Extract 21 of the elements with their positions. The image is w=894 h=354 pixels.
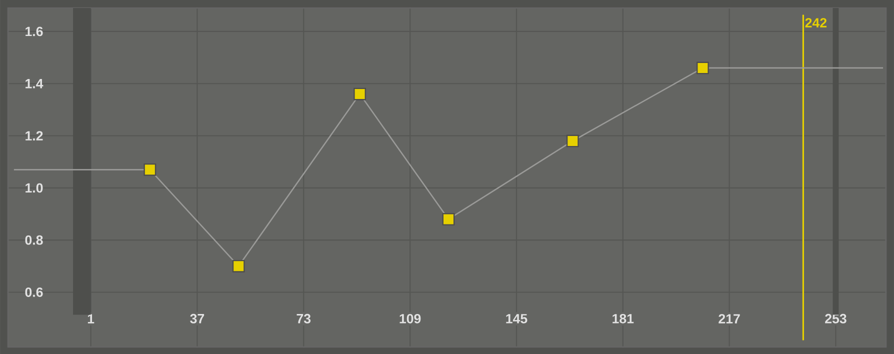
y-tick-label: 0.8 — [25, 235, 43, 245]
x-tick-label: 73 — [296, 314, 311, 324]
x-tick-label: 145 — [506, 314, 528, 324]
x-tick-label: 37 — [190, 314, 204, 324]
y-tick-label: 1.0 — [26, 183, 43, 193]
ref-line-label: 242 — [805, 18, 827, 28]
y-tick-label: 1.2 — [26, 131, 43, 140]
x-tick-label: 1 — [88, 314, 94, 324]
point — [144, 163, 156, 176]
y-tick-label: 1.4 — [26, 79, 44, 88]
x-tick-label: 253 — [825, 314, 846, 324]
point — [566, 134, 579, 148]
y-tick-label: 1.6 — [26, 26, 43, 36]
x-tick-label: 217 — [718, 314, 740, 324]
point — [696, 62, 709, 74]
point — [232, 260, 245, 272]
x-tick-label: 109 — [400, 314, 421, 324]
x-tick-label: 181 — [612, 314, 634, 324]
point — [442, 213, 455, 226]
y-tick-label: 0.6 — [25, 288, 43, 297]
point — [354, 88, 366, 100]
